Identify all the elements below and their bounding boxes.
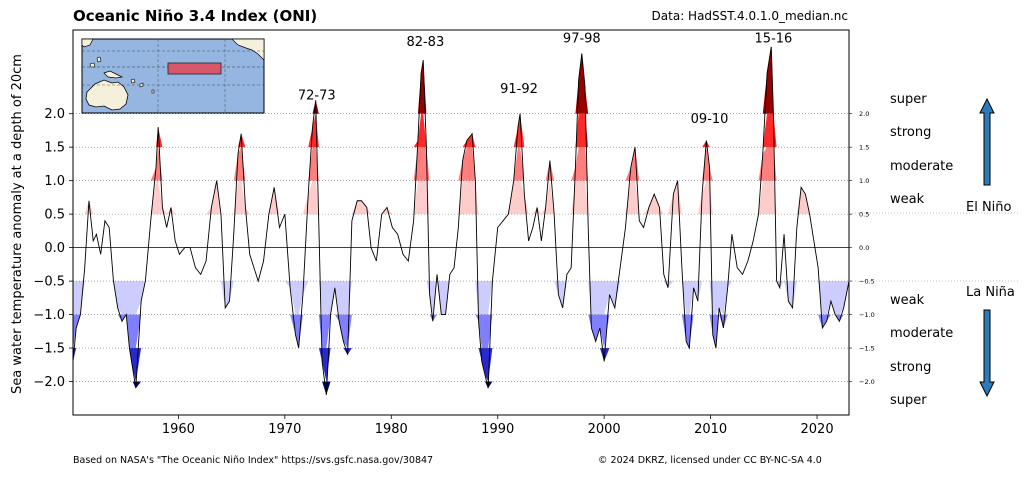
la-nina-legend: La Niña weak moderate strong super [890, 285, 1015, 408]
oni-series-line [73, 46, 849, 395]
la-nina-heading: La Niña [966, 285, 1015, 300]
y-tick-label: 0.5 [44, 208, 65, 223]
x-tick-label: 2000 [588, 422, 621, 437]
right-y-tick-label: 2.0 [859, 110, 869, 118]
el-nino-level-super: super [890, 92, 927, 107]
y-tick-label: 0.0 [44, 241, 65, 256]
la-nina-level-super: super [890, 393, 927, 408]
anomaly-band-fill-6 [73, 348, 849, 382]
y-tick-label: −1.5 [33, 342, 65, 357]
right-y-tick-label: −1.5 [859, 345, 875, 353]
la-nina-arrow-icon [979, 309, 995, 398]
event-annotation-label: 15-16 [755, 32, 793, 47]
event-annotation-label: 09-10 [691, 112, 729, 127]
event-annotation-label: 97-98 [563, 32, 601, 47]
event-annotation-label: 82-83 [406, 35, 444, 50]
right-y-tick-label: −1.0 [859, 311, 875, 319]
x-tick-label: 1980 [375, 422, 408, 437]
el-nino-legend: super strong moderate weak El Niño [890, 92, 1012, 215]
right-y-tick-label: 0.0 [859, 244, 869, 252]
map-land-australia [85, 79, 129, 111]
right-y-tick-label: 1.0 [859, 177, 869, 185]
y-axis-ticks: 2.0 1.5 1.0 0.5 0.0 −0.5 −1.0 −1.5 −2.0 [33, 107, 73, 390]
x-tick-label: 2020 [801, 422, 834, 437]
chart-title: Oceanic Niño 3.4 Index (ONI) [73, 7, 318, 25]
data-source-label: Data: HadSST.4.0.1.0_median.nc [651, 9, 848, 23]
footer-attribution: Based on NASA's "The Oceanic Niño Index"… [73, 455, 434, 466]
la-nina-level-strong: strong [890, 360, 931, 375]
right-y-tick-label: −0.5 [859, 278, 875, 286]
el-nino-heading: El Niño [966, 200, 1012, 215]
nino34-region [167, 62, 222, 75]
right-y-axis-ticks: 2.0 1.5 1.0 0.5 0.0 −0.5 −1.0 −1.5 −2.0 [849, 110, 875, 386]
threshold-gridlines [73, 113, 849, 382]
el-nino-level-strong: strong [890, 125, 931, 140]
right-y-tick-label: 1.5 [859, 144, 869, 152]
anomaly-band-fill-4 [73, 281, 849, 315]
right-y-tick-label: 0.5 [859, 211, 869, 219]
x-tick-label: 1970 [268, 422, 301, 437]
x-tick-label: 2010 [694, 422, 727, 437]
y-tick-label: 1.0 [44, 174, 65, 189]
inset-map [81, 38, 265, 114]
y-tick-label: 1.5 [44, 141, 65, 156]
event-annotation-label: 72-73 [298, 89, 336, 104]
x-tick-label: 1960 [162, 422, 195, 437]
y-tick-label: −0.5 [33, 275, 65, 290]
event-annotation-label: 91-92 [500, 82, 538, 97]
plot-frame [72, 29, 850, 416]
map-land-new-guinea [103, 70, 124, 79]
anomaly-band-fill-0 [73, 180, 849, 215]
right-y-tick-label: −2.0 [859, 378, 875, 386]
el-nino-level-weak: weak [890, 192, 925, 207]
anomaly-band-fill-7 [73, 381, 849, 395]
y-tick-label: 2.0 [44, 107, 65, 122]
map-land-asia [81, 38, 94, 48]
y-axis-label: Sea water temperature anomaly at a depth… [10, 54, 25, 394]
anomaly-band-fill-5 [73, 314, 849, 349]
la-nina-level-moderate: moderate [890, 326, 953, 341]
y-tick-label: −2.0 [33, 375, 65, 390]
y-tick-label: −1.0 [33, 308, 65, 323]
footer-license: © 2024 DKRZ, licensed under CC BY-NC-SA … [598, 455, 822, 466]
x-tick-label: 1990 [481, 422, 514, 437]
el-nino-level-moderate: moderate [890, 159, 953, 174]
event-annotations: 72-73 82-83 91-92 97-98 09-10 15-16 [298, 32, 792, 127]
anomaly-band-fill-1 [73, 147, 849, 181]
x-axis-ticks: 1960 1970 1980 1990 2000 2010 2020 [162, 415, 834, 437]
el-nino-arrow-icon [979, 97, 995, 186]
anomaly-band-fill-2 [73, 113, 849, 148]
la-nina-level-weak: weak [890, 293, 925, 308]
map-land-americas [231, 38, 265, 61]
